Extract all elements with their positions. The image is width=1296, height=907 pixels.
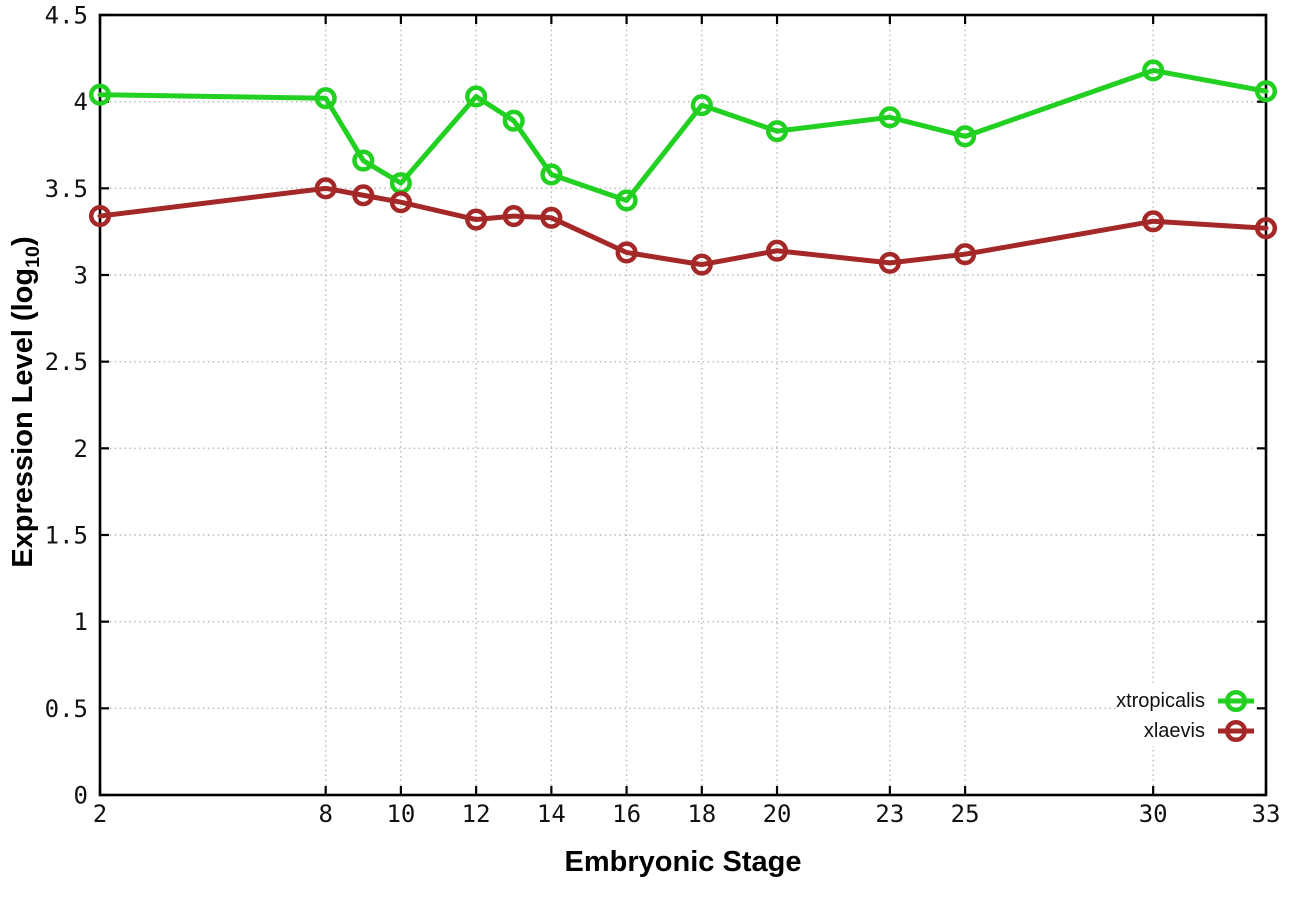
y-tick-label: 3: [74, 262, 88, 290]
data-point-xlaevis: [88, 205, 112, 228]
data-point-xlaevis: [765, 239, 789, 262]
x-tick-label: 33: [1252, 800, 1281, 828]
x-tick-label: 25: [951, 800, 980, 828]
x-tick-label: 30: [1139, 800, 1168, 828]
data-point-xtropicalis: [465, 85, 488, 108]
data-point-xlaevis: [878, 251, 901, 274]
y-tick-label: 4: [74, 88, 88, 116]
data-point-xlaevis: [465, 208, 488, 231]
series-line-xlaevis: [97, 185, 1269, 268]
plot-border: [98, 13, 1268, 797]
data-point-xtropicalis: [954, 125, 977, 148]
data-point-xlaevis: [352, 184, 375, 207]
legend-marker-xtropicalis-icon: [1218, 689, 1254, 713]
data-point-xlaevis: [389, 191, 412, 214]
data-point-xlaevis: [954, 243, 977, 266]
y-axis-title-pre: Expression Level (log: [7, 267, 40, 568]
data-point-xtropicalis: [88, 83, 112, 106]
data-point-xtropicalis: [502, 109, 525, 132]
series-line-xtropicalis: [97, 67, 1269, 203]
data-point-xlaevis: [1254, 217, 1278, 240]
x-tick-label: 23: [875, 800, 904, 828]
y-axis-title-post: ): [7, 236, 40, 246]
data-point-xlaevis: [502, 205, 525, 228]
data-point-xlaevis: [615, 241, 638, 264]
x-axis-title: Embryonic Stage: [564, 846, 802, 878]
data-point-xtropicalis: [615, 189, 638, 212]
data-point-xtropicalis: [314, 87, 337, 110]
y-axis-title: Expression Level (log10): [7, 236, 45, 567]
data-point-xtropicalis: [690, 94, 713, 117]
x-tick-label: 14: [537, 800, 566, 828]
y-axis-title-sub: 10: [21, 245, 44, 268]
x-tick-label: 18: [687, 800, 716, 828]
y-tick-label: 1: [74, 608, 88, 636]
x-tick-label: 20: [763, 800, 792, 828]
data-point-xtropicalis: [540, 163, 563, 186]
y-tick-label: 4.5: [45, 2, 88, 30]
data-point-xlaevis: [1142, 210, 1165, 233]
x-tick-label: 2: [93, 800, 107, 828]
legend-item-xlaevis: xlaevis: [1116, 716, 1254, 746]
data-point-xlaevis: [540, 206, 563, 229]
data-point-xtropicalis: [878, 106, 901, 129]
x-tick-label: 8: [318, 800, 332, 828]
data-point-xtropicalis: [352, 149, 375, 172]
legend-label-xtropicalis: xtropicalis: [1116, 690, 1205, 712]
data-point-xtropicalis: [1254, 80, 1278, 103]
y-tick-label: 0.5: [45, 695, 88, 723]
legend: xtropicalis xlaevis: [1116, 686, 1254, 746]
x-tick-label: 12: [462, 800, 491, 828]
data-point-xtropicalis: [765, 120, 789, 143]
y-tick-label: 1.5: [45, 522, 88, 550]
y-tick-label: 2: [74, 435, 88, 463]
x-tick-label: 16: [612, 800, 641, 828]
x-tick-label: 10: [386, 800, 415, 828]
legend-item-xtropicalis: xtropicalis: [1116, 686, 1254, 716]
data-point-xlaevis: [690, 253, 713, 276]
y-tick-label: 3.5: [45, 175, 88, 203]
data-point-xlaevis: [314, 177, 337, 200]
y-tick-label: 2.5: [45, 348, 88, 376]
legend-label-xlaevis: xlaevis: [1143, 720, 1205, 742]
data-point-xtropicalis: [1142, 59, 1165, 82]
legend-marker-xlaevis-icon: [1218, 719, 1254, 743]
y-tick-label: 0: [74, 782, 88, 810]
